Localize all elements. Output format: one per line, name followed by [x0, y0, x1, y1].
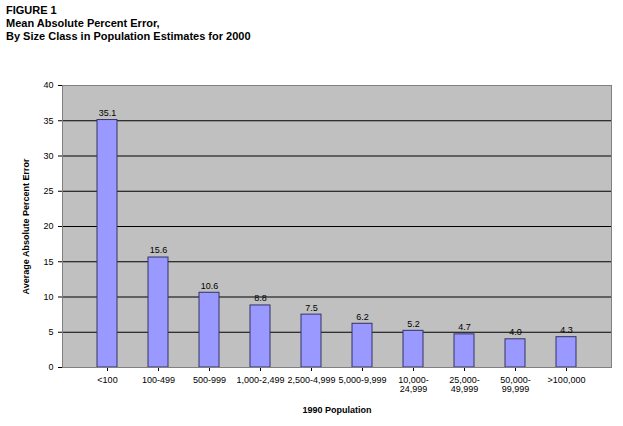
svg-text:6.2: 6.2 — [356, 312, 369, 322]
svg-text:2,500-4,999: 2,500-4,999 — [287, 375, 335, 385]
svg-text:10.6: 10.6 — [201, 281, 219, 291]
svg-text:5.2: 5.2 — [407, 319, 420, 329]
html-text:Mean Absolute Percent Error, B: Mean Absolute Percent Error, By Size Cla… — [6, 17, 251, 42]
svg-text:5: 5 — [48, 327, 53, 337]
svg-text:4.3: 4.3 — [560, 325, 573, 335]
svg-text:20: 20 — [43, 221, 53, 231]
svg-text:10: 10 — [43, 292, 53, 302]
svg-text:25: 25 — [43, 186, 53, 196]
svg-text:500-999: 500-999 — [193, 375, 226, 385]
svg-text:1990 Population: 1990 Population — [302, 405, 371, 415]
svg-text:4.0: 4.0 — [509, 327, 522, 337]
svg-text:10,000-24,999: 10,000-24,999 — [398, 375, 429, 394]
svg-text:<100: <100 — [97, 375, 117, 385]
svg-text:50,000-99,999: 50,000-99,999 — [500, 375, 531, 394]
svg-text:4.7: 4.7 — [458, 322, 471, 332]
svg-text:15: 15 — [43, 257, 53, 267]
svg-text:15.6: 15.6 — [150, 245, 168, 255]
svg-text:30: 30 — [43, 151, 53, 161]
svg-text:8.8: 8.8 — [254, 293, 267, 303]
svg-text:5,000-9,999: 5,000-9,999 — [338, 375, 386, 385]
svg-text:>100,000: >100,000 — [548, 375, 586, 385]
svg-text:7.5: 7.5 — [305, 303, 318, 313]
svg-text:25,000-49,999: 25,000-49,999 — [449, 375, 480, 394]
svg-text:100-499: 100-499 — [142, 375, 175, 385]
svg-text:0: 0 — [48, 362, 53, 372]
svg-text:1,000-2,499: 1,000-2,499 — [236, 375, 284, 385]
html-text:FIGURE 1: FIGURE 1 — [6, 4, 57, 16]
svg-text:Average Absolute Percent Error: Average Absolute Percent Error — [21, 158, 31, 294]
svg-text:40: 40 — [43, 80, 53, 90]
svg-text:35.1: 35.1 — [99, 108, 117, 118]
svg-text:35: 35 — [43, 116, 53, 126]
